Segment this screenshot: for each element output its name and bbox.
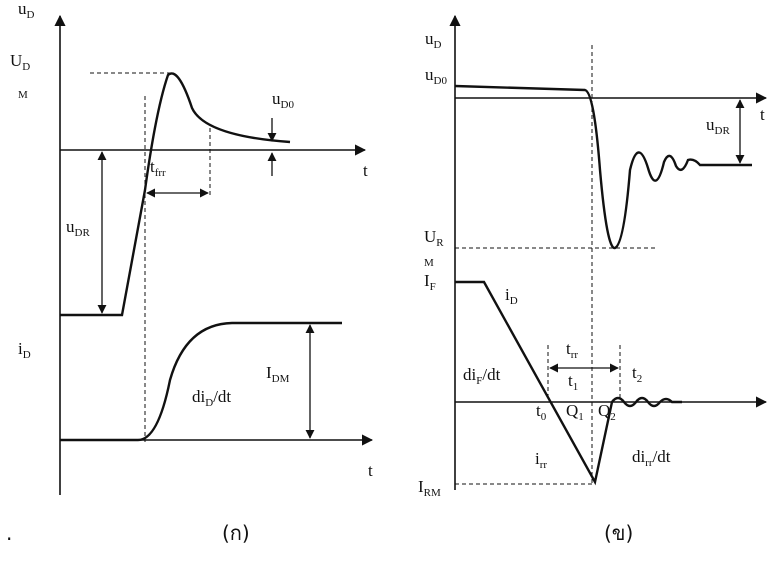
label-part: 0: [541, 411, 547, 423]
label-part: di: [632, 447, 646, 466]
label: uDR: [66, 217, 90, 239]
voltage-curve: [455, 86, 752, 248]
label-part: di: [192, 387, 206, 406]
label: UD: [10, 51, 30, 73]
label-part: frr: [155, 167, 166, 179]
label: iD: [18, 339, 31, 361]
label-part: Q: [566, 401, 578, 420]
label: diD/dt: [192, 387, 231, 409]
label-part: D: [434, 39, 442, 51]
label: M: [18, 89, 28, 101]
label-part: DR: [75, 227, 91, 239]
diagram: uD UD M uD0 t tfrr uDR iD diD/dt IDM t .…: [0, 0, 770, 561]
label: .: [6, 521, 12, 545]
label: t1: [568, 371, 578, 393]
label: IRM: [418, 477, 441, 499]
left-panel: uD UD M uD0 t tfrr uDR iD diD/dt IDM t .…: [6, 0, 373, 545]
label: M: [424, 257, 434, 269]
label-part: D0: [434, 75, 448, 87]
label-part: 1: [578, 411, 584, 423]
label-part: 2: [610, 411, 616, 423]
label: IDM: [266, 363, 290, 385]
label: t: [363, 161, 368, 180]
label-part: F: [430, 281, 436, 293]
label: tfrr: [150, 157, 166, 179]
label-part: Q: [598, 401, 610, 420]
label-part: /dt: [213, 387, 231, 406]
label: t0: [536, 401, 547, 423]
label: iD: [505, 285, 518, 307]
caption: (ก): [222, 521, 250, 545]
label: uD0: [272, 89, 294, 111]
label-part: 2: [637, 373, 643, 385]
label-part: D: [205, 397, 213, 409]
current-curve: [60, 323, 342, 440]
label: Q1: [566, 401, 584, 423]
voltage-curve: [60, 73, 290, 315]
label-part: /dt: [653, 447, 671, 466]
label: uD: [18, 0, 35, 21]
label-part: U: [424, 227, 436, 246]
label: t: [760, 105, 765, 124]
label: dirr/dt: [632, 447, 671, 469]
right-panel: uD uD0 t uDR UR M IF iD trr t1 t2 diF/dt…: [418, 16, 766, 545]
label-part: U: [10, 51, 22, 70]
label: uDR: [706, 115, 730, 137]
label-part: di: [463, 365, 477, 384]
label-part: D: [27, 9, 35, 21]
label: Q2: [598, 401, 616, 423]
caption: (ข): [604, 521, 633, 545]
label: t: [368, 461, 373, 480]
label: trr: [566, 339, 578, 361]
label-part: RM: [424, 487, 441, 499]
label-part: R: [436, 237, 444, 249]
label: diF/dt: [463, 365, 501, 387]
label: IF: [424, 271, 436, 293]
label: t2: [632, 363, 642, 385]
label-part: DM: [272, 373, 290, 385]
label-part: DR: [715, 125, 731, 137]
label-part: D: [23, 349, 31, 361]
label-part: D: [22, 61, 30, 73]
label-part: rr: [571, 349, 579, 361]
label-part: rr: [540, 459, 548, 471]
label: irr: [535, 449, 547, 471]
label: uD0: [425, 65, 447, 87]
label-part: D: [510, 295, 518, 307]
label-part: 1: [573, 381, 579, 393]
label-part: /dt: [482, 365, 500, 384]
label: uD: [425, 29, 442, 51]
label-part: D0: [281, 99, 295, 111]
label: UR: [424, 227, 444, 249]
